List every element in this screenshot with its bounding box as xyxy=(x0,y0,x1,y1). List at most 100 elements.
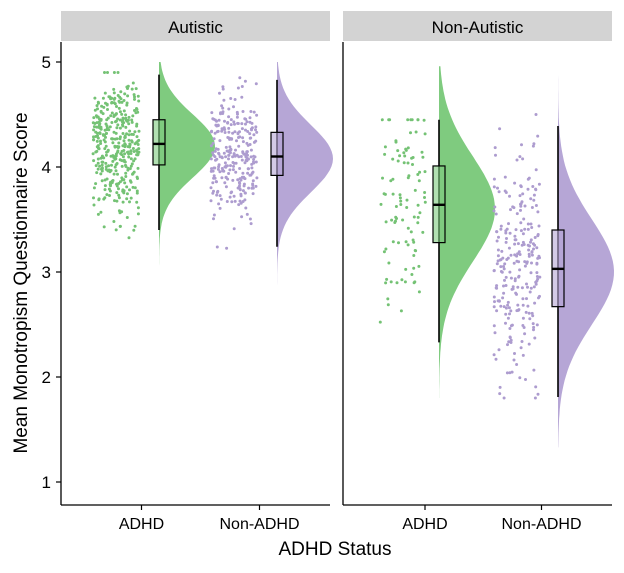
data-point xyxy=(107,164,111,168)
data-point xyxy=(121,189,125,193)
data-point xyxy=(503,278,506,282)
data-point xyxy=(238,135,242,139)
data-point xyxy=(501,256,505,260)
data-point xyxy=(233,98,237,101)
data-point xyxy=(135,135,139,139)
x-tick-label: ADHD xyxy=(119,516,164,533)
data-point xyxy=(414,130,418,134)
data-point xyxy=(220,167,224,170)
data-point xyxy=(518,376,522,380)
data-point xyxy=(529,286,533,290)
data-point xyxy=(234,161,238,165)
data-point xyxy=(103,196,107,200)
data-point xyxy=(228,195,232,199)
data-point xyxy=(248,217,252,221)
data-point xyxy=(212,213,216,217)
data-point xyxy=(233,154,237,158)
data-point xyxy=(131,81,135,85)
data-point xyxy=(99,139,102,143)
x-tick-label: ADHD xyxy=(402,516,447,533)
data-point xyxy=(130,132,134,136)
data-point xyxy=(229,118,233,122)
data-point xyxy=(103,71,106,74)
data-point xyxy=(528,244,531,248)
data-point xyxy=(222,98,226,102)
data-point xyxy=(113,145,117,149)
data-point xyxy=(232,105,235,109)
data-point xyxy=(213,155,217,159)
x-axis-title: ADHD Status xyxy=(279,539,392,560)
data-point xyxy=(396,149,400,153)
data-point xyxy=(99,118,103,121)
data-point xyxy=(516,242,520,246)
data-point xyxy=(136,177,139,180)
group-non-adhd: Non-ADHD xyxy=(209,62,333,533)
data-point xyxy=(406,161,410,165)
data-point xyxy=(228,145,232,149)
data-point xyxy=(110,121,114,124)
data-point xyxy=(126,150,130,154)
data-point xyxy=(534,188,538,192)
data-point xyxy=(220,104,224,108)
data-point xyxy=(416,221,420,225)
data-point xyxy=(132,228,136,232)
data-point xyxy=(384,220,388,224)
data-point xyxy=(254,160,258,164)
data-point xyxy=(416,173,420,176)
data-point xyxy=(210,129,214,133)
y-tick-label: 1 xyxy=(42,473,51,492)
data-point xyxy=(108,125,112,129)
data-point xyxy=(121,132,125,135)
data-point xyxy=(536,277,540,281)
data-point xyxy=(93,108,97,112)
data-point xyxy=(404,240,408,244)
data-point xyxy=(129,157,133,161)
data-point xyxy=(120,164,124,168)
data-point xyxy=(221,87,225,91)
data-point xyxy=(395,281,399,285)
data-point xyxy=(227,115,231,119)
data-point xyxy=(387,261,391,265)
data-point xyxy=(535,323,539,327)
data-point xyxy=(232,227,236,231)
data-point xyxy=(131,185,135,189)
data-point xyxy=(520,286,524,290)
data-point xyxy=(212,174,216,178)
data-point xyxy=(413,280,417,284)
data-point xyxy=(379,202,383,206)
data-point xyxy=(115,191,119,195)
data-point xyxy=(133,95,136,99)
data-point xyxy=(528,290,532,294)
data-point xyxy=(236,178,240,182)
data-point xyxy=(405,206,409,209)
data-point xyxy=(232,194,236,198)
panel-autistic: Autistic ADHD Non-ADHD xyxy=(60,11,333,533)
data-point xyxy=(120,153,124,157)
data-point xyxy=(103,128,107,132)
data-point xyxy=(113,199,116,203)
data-point xyxy=(236,86,240,90)
data-point xyxy=(136,110,140,114)
data-point xyxy=(133,224,137,228)
data-point xyxy=(383,152,387,156)
data-point xyxy=(237,203,241,207)
data-point xyxy=(530,250,534,254)
data-point xyxy=(124,113,128,117)
data-point xyxy=(498,392,502,396)
data-point xyxy=(254,82,258,86)
data-point xyxy=(420,150,424,154)
data-point xyxy=(240,95,244,99)
data-point xyxy=(245,120,249,124)
data-point xyxy=(129,152,133,155)
data-point xyxy=(132,150,136,153)
data-point xyxy=(536,134,540,138)
data-point xyxy=(114,112,118,116)
data-point xyxy=(398,193,402,197)
data-point xyxy=(97,147,101,151)
group-non-adhd: Non-ADHD xyxy=(492,65,614,533)
data-point xyxy=(235,115,239,119)
data-point xyxy=(412,254,416,257)
data-point xyxy=(522,217,526,221)
data-point xyxy=(212,166,216,170)
data-point xyxy=(103,184,107,188)
